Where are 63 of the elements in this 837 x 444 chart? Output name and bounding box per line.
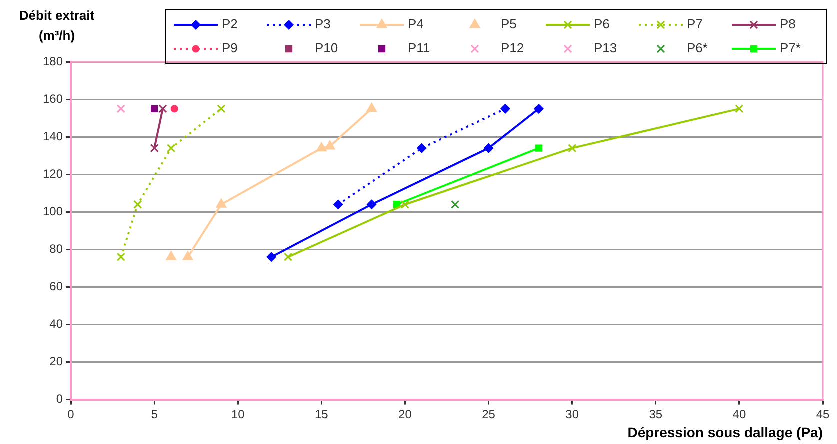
y-tick-label: 120: [42, 166, 64, 181]
y-tick-label: 40: [50, 317, 64, 332]
point: [417, 144, 427, 154]
x-tick-label: 10: [231, 407, 246, 422]
point: [217, 104, 226, 114]
x-tick-label: 35: [649, 407, 663, 422]
point: [534, 104, 544, 114]
legend-label: P8: [780, 16, 796, 32]
point: [170, 105, 178, 113]
y-tick-label: 100: [42, 204, 64, 218]
legend-label: P5: [501, 16, 517, 32]
legend-label: P13: [594, 40, 618, 56]
x-tick-label: 0: [68, 407, 75, 422]
point: [150, 105, 158, 112]
y-tick-label: 80: [50, 242, 64, 256]
point: [182, 251, 194, 260]
legend-label: P10: [315, 40, 338, 56]
point: [284, 252, 293, 262]
legend-label: P11: [408, 40, 430, 56]
legend-label: P3: [315, 16, 331, 32]
point: [500, 104, 510, 114]
point: [150, 144, 159, 153]
point: [367, 200, 377, 210]
point: [167, 144, 176, 153]
point: [266, 252, 276, 262]
x-tick-label: 30: [566, 407, 580, 422]
point: [116, 252, 126, 262]
legend-label: P4: [408, 16, 424, 32]
legend-label: P7*: [780, 40, 801, 56]
point: [216, 198, 226, 208]
point: [535, 144, 542, 152]
point: [451, 200, 460, 209]
point: [334, 200, 344, 210]
x-tick-label: 45: [816, 407, 830, 422]
x-tick-label: 15: [315, 407, 329, 422]
point: [568, 144, 577, 153]
point: [316, 142, 327, 152]
legend-label: P6*: [687, 40, 708, 56]
y-tick-label: 0: [56, 392, 64, 406]
legend-label: P6: [594, 16, 610, 32]
point: [166, 251, 176, 260]
y-axis-title: Débit extrait (m³/h): [18, 7, 96, 45]
point: [484, 144, 494, 154]
point: [134, 200, 142, 209]
x-tick-label: 5: [151, 407, 158, 422]
x-tick-label: 20: [398, 407, 412, 422]
x-tick-label: 25: [482, 407, 496, 422]
y-tick-label: 140: [42, 129, 64, 144]
legend-label: P7: [687, 16, 703, 32]
y-tick-label: 20: [50, 354, 64, 369]
legend-label: P12: [501, 40, 524, 56]
x-tick-label: 40: [732, 407, 746, 422]
legend-label: P9: [222, 40, 238, 56]
y-tick-label: 60: [50, 280, 64, 294]
y-tick-label: 160: [42, 92, 64, 106]
x-axis-title: Dépression sous dallage (Pa): [628, 424, 823, 440]
point: [158, 104, 168, 114]
point: [324, 140, 336, 150]
legend-label: P2: [222, 16, 238, 32]
point: [735, 104, 744, 114]
y-tick-label: 180: [42, 54, 64, 68]
point: [366, 103, 377, 112]
point: [400, 200, 410, 209]
